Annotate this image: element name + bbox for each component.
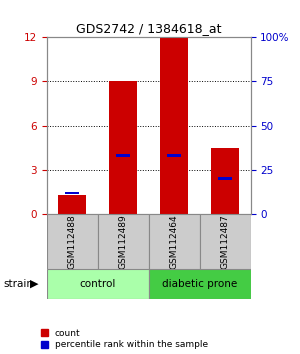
Bar xyxy=(148,269,250,299)
Bar xyxy=(98,214,148,269)
Text: GSM112487: GSM112487 xyxy=(220,214,230,269)
Text: diabetic prone: diabetic prone xyxy=(162,279,237,289)
Bar xyxy=(200,214,250,269)
Bar xyxy=(160,37,188,214)
Bar xyxy=(211,148,239,214)
Bar xyxy=(58,195,86,214)
Bar xyxy=(116,154,130,157)
Text: strain: strain xyxy=(3,279,33,289)
Bar xyxy=(109,81,137,214)
Text: GSM112464: GSM112464 xyxy=(169,214,178,269)
Bar xyxy=(46,214,98,269)
Legend: count, percentile rank within the sample: count, percentile rank within the sample xyxy=(40,329,208,349)
Text: GSM112488: GSM112488 xyxy=(68,214,76,269)
Text: GSM112489: GSM112489 xyxy=(118,214,127,269)
Bar xyxy=(218,177,232,180)
Text: ▶: ▶ xyxy=(30,279,38,289)
Bar xyxy=(148,214,200,269)
Title: GDS2742 / 1384618_at: GDS2742 / 1384618_at xyxy=(76,22,221,35)
Bar xyxy=(65,192,79,194)
Text: control: control xyxy=(79,279,116,289)
Bar xyxy=(46,269,148,299)
Bar xyxy=(167,154,181,157)
